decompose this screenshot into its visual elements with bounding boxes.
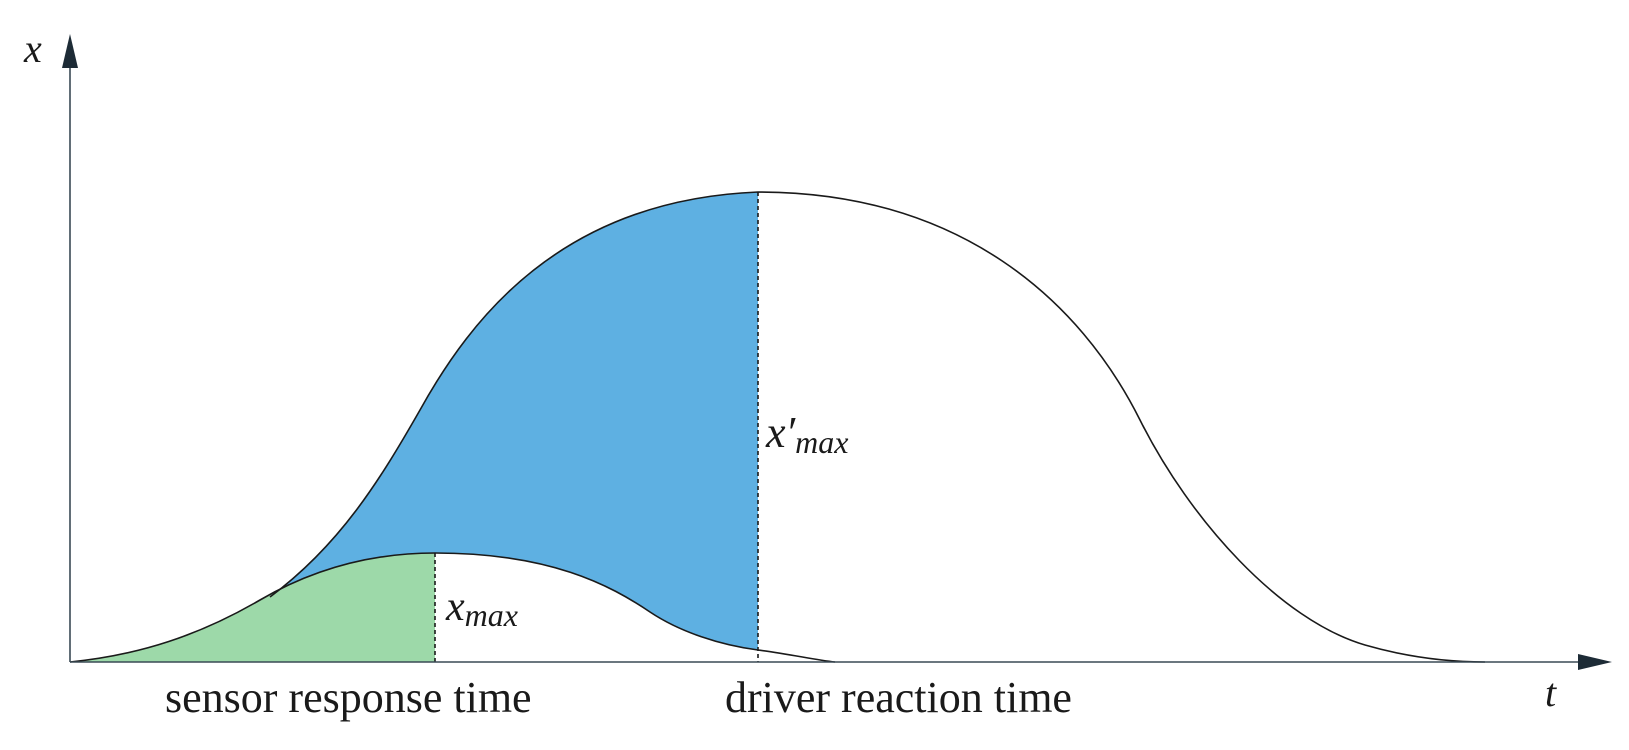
x-prime-max-label: x′max — [765, 408, 848, 460]
x-max-label: xmax — [445, 584, 518, 633]
sensor-response-region — [70, 553, 435, 662]
driver-reaction-time-label: driver reaction time — [725, 673, 1072, 722]
driver-reaction-region — [270, 192, 758, 650]
x-max-sub: max — [465, 597, 518, 633]
small-displacement-curve — [69, 552, 836, 663]
y-axis-label: x — [23, 26, 42, 71]
large-displacement-curve — [269, 191, 1486, 663]
x-max-base: x — [445, 584, 465, 630]
sensor-response-time-label: sensor response time — [165, 673, 532, 722]
x-prime-max-base: x′ — [765, 408, 797, 457]
x-axis-arrowhead — [1578, 654, 1612, 670]
x-axis-label: t — [1545, 670, 1557, 715]
x-prime-max-sub: max — [795, 424, 848, 460]
y-axis-arrowhead — [62, 34, 78, 68]
